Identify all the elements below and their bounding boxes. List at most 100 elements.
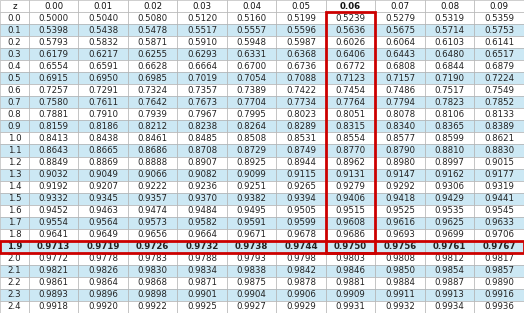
Text: 0.6915: 0.6915 [39,74,69,83]
Bar [128,132,177,145]
Text: 0.9332: 0.9332 [39,194,69,203]
Text: 0.7088: 0.7088 [286,74,316,83]
Bar [326,12,375,253]
Bar [0,289,29,301]
Text: 0.9793: 0.9793 [237,254,267,263]
Text: 0.9871: 0.9871 [187,278,217,287]
Bar [425,60,475,72]
Text: 0.9744: 0.9744 [285,242,318,251]
Bar [425,301,475,313]
Bar [0,156,29,168]
Text: 0.7995: 0.7995 [237,110,267,119]
Text: 1.6: 1.6 [7,206,21,215]
Text: 0.5199: 0.5199 [286,13,316,23]
Bar [79,168,128,181]
Text: 0.9265: 0.9265 [286,182,316,191]
Bar [474,253,524,265]
Bar [326,108,375,121]
Text: 0.8925: 0.8925 [237,158,267,167]
Bar [425,205,475,217]
Bar [227,48,277,60]
Text: 0.8944: 0.8944 [286,158,316,167]
Text: 0.9370: 0.9370 [187,194,217,203]
Text: 0.9798: 0.9798 [286,254,316,263]
Bar [128,60,177,72]
Bar [177,0,227,12]
Text: 0.6103: 0.6103 [435,38,465,47]
Bar [0,265,29,277]
Text: 0.8643: 0.8643 [39,146,69,155]
Bar [79,156,128,168]
Text: 0.7454: 0.7454 [336,86,366,95]
Text: 0.9319: 0.9319 [484,182,514,191]
Bar [128,24,177,36]
Bar [128,253,177,265]
Text: 0.9515: 0.9515 [336,206,366,215]
Bar [277,145,326,156]
Text: 0.6517: 0.6517 [484,50,514,59]
Text: 0.9934: 0.9934 [435,302,465,311]
Text: 0.9582: 0.9582 [187,218,217,227]
Bar [375,289,425,301]
Text: 0.6628: 0.6628 [138,62,168,71]
Text: 0.5080: 0.5080 [138,13,168,23]
Text: 0.8830: 0.8830 [484,146,514,155]
Text: 0.7939: 0.7939 [138,110,168,119]
Text: 2.1: 2.1 [7,266,21,275]
Bar [227,253,277,265]
Text: 0.6950: 0.6950 [88,74,118,83]
Bar [227,289,277,301]
Bar [128,301,177,313]
Bar [227,60,277,72]
Text: 2.4: 2.4 [7,302,21,311]
Text: 0.9693: 0.9693 [385,230,415,239]
Text: 0.9032: 0.9032 [39,170,69,179]
Bar [79,12,128,24]
Bar [0,241,524,253]
Bar [277,168,326,181]
Bar [425,24,475,36]
Text: 0.8389: 0.8389 [484,122,514,131]
Text: 0.8461: 0.8461 [138,134,168,143]
Bar [425,289,475,301]
Bar [0,48,29,60]
Text: 0.9564: 0.9564 [88,218,118,227]
Bar [79,24,128,36]
Bar [79,205,128,217]
Text: 0.5596: 0.5596 [286,26,316,35]
Text: 0.9463: 0.9463 [88,206,118,215]
Text: 0.8599: 0.8599 [435,134,465,143]
Text: 1.9: 1.9 [7,242,22,251]
Text: 0.9484: 0.9484 [187,206,217,215]
Text: 0.7823: 0.7823 [435,98,465,107]
Bar [425,156,475,168]
Bar [474,301,524,313]
Bar [425,181,475,192]
Bar [29,192,79,205]
Bar [326,24,375,36]
Bar [326,253,375,265]
Bar [277,132,326,145]
Bar [79,277,128,289]
Text: 0.6844: 0.6844 [435,62,465,71]
Text: 0.6772: 0.6772 [336,62,366,71]
Text: 0.9671: 0.9671 [237,230,267,239]
Bar [177,132,227,145]
Text: 0.6554: 0.6554 [39,62,69,71]
Bar [177,301,227,313]
Bar [227,132,277,145]
Bar [128,192,177,205]
Bar [177,253,227,265]
Text: 0.02: 0.02 [143,2,162,11]
Text: 0.9495: 0.9495 [237,206,267,215]
Bar [326,156,375,168]
Bar [128,36,177,48]
Text: 0.9131: 0.9131 [336,170,366,179]
Bar [29,36,79,48]
Bar [326,289,375,301]
Bar [79,145,128,156]
Text: 0.9830: 0.9830 [138,266,168,275]
Bar [29,0,79,12]
Bar [227,108,277,121]
Bar [227,217,277,229]
